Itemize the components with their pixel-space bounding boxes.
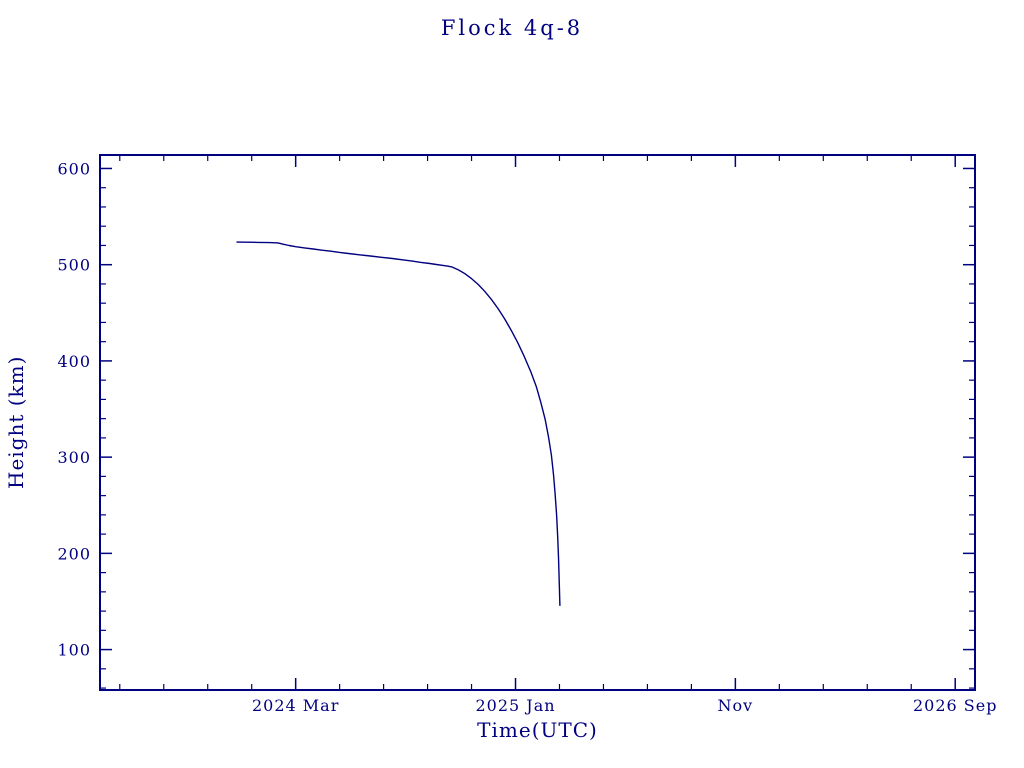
y-tick-label: 500 xyxy=(57,256,91,275)
chart-title: Flock 4q-8 xyxy=(440,16,584,40)
x-tick-label: 2025 Jan xyxy=(475,696,555,715)
y-tick-label: 300 xyxy=(57,448,91,467)
y-tick-label: 400 xyxy=(57,352,91,371)
x-tick-label: Nov xyxy=(718,696,754,715)
y-tick-label: 600 xyxy=(57,159,91,178)
y-tick-label: 100 xyxy=(57,641,91,660)
x-tick-label: 2026 Sep xyxy=(913,696,997,715)
x-axis-ticks: 2024 Mar 2025 Jan Nov 2026 Sep xyxy=(119,155,997,715)
decay-curve xyxy=(236,241,561,606)
y-tick-label: 200 xyxy=(57,544,91,563)
x-tick-label: 2024 Mar xyxy=(252,696,339,715)
x-axis-label: Time(UTC) xyxy=(477,718,598,742)
y-axis-ticks: 100 200 300 400 500 600 xyxy=(57,159,975,689)
plot-frame xyxy=(99,154,976,691)
